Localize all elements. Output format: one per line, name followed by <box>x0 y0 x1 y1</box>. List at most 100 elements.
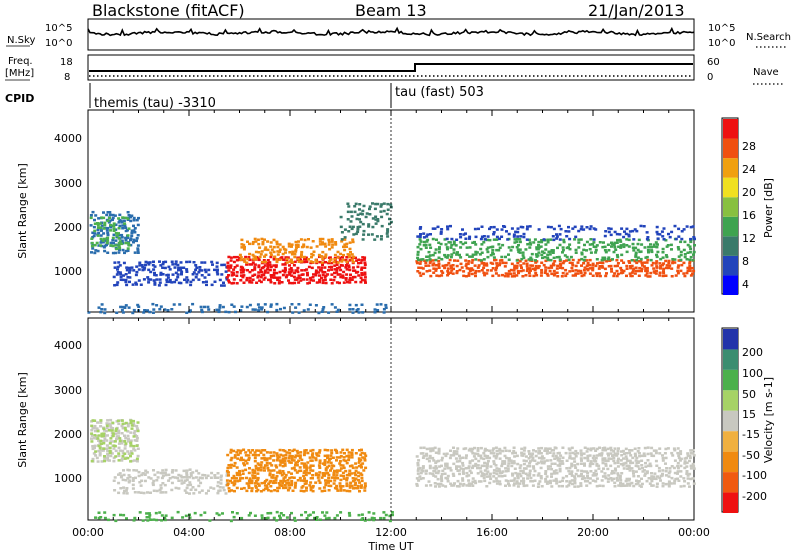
heatmap-cell <box>504 261 508 265</box>
heatmap-cell <box>507 459 511 462</box>
heatmap-cell <box>353 483 357 487</box>
heatmap-cell <box>125 268 129 272</box>
heatmap-cell <box>300 253 303 256</box>
heatmap-cell <box>456 479 460 483</box>
heatmap-cell <box>260 457 264 460</box>
heatmap-cell <box>518 472 522 476</box>
heatmap-cell <box>535 274 539 277</box>
heatmap-cell <box>665 264 669 267</box>
heatmap-cell <box>227 274 230 277</box>
heatmap-cell <box>576 474 580 478</box>
heatmap-cell <box>247 458 251 462</box>
heatmap-cell <box>612 459 616 463</box>
heatmap-cell <box>244 468 248 472</box>
heatmap-cell <box>236 449 240 452</box>
heatmap-cell <box>293 252 297 256</box>
heatmap-cell <box>577 246 581 249</box>
heatmap-cell <box>230 463 233 467</box>
heatmap-cell <box>461 242 465 246</box>
heatmap-cell <box>522 262 526 265</box>
heatmap-cell <box>462 467 465 471</box>
heatmap-cell <box>302 453 306 457</box>
heatmap-cell <box>489 477 493 481</box>
heatmap-cell <box>443 238 447 241</box>
heatmap-cell <box>280 459 284 462</box>
heatmap-cell <box>163 266 167 270</box>
heatmap-cell <box>482 258 486 261</box>
heatmap-cell <box>314 274 318 277</box>
heatmap-cell <box>528 267 532 270</box>
heatmap-cell <box>441 264 445 268</box>
heatmap-cell <box>440 472 444 476</box>
heatmap-cell <box>457 469 461 472</box>
heatmap-cell <box>579 484 583 488</box>
heatmap-cell <box>629 266 633 270</box>
heatmap-cell <box>330 240 334 243</box>
heatmap-cell <box>302 471 306 474</box>
heatmap-cell <box>476 266 480 269</box>
heatmap-cell <box>116 271 120 274</box>
heatmap-cell <box>616 238 619 242</box>
heatmap-cell <box>613 452 617 455</box>
heatmap-cell <box>306 282 310 285</box>
heatmap-cell <box>225 276 229 279</box>
heatmap-cell <box>249 511 252 515</box>
heatmap-cell <box>595 464 599 467</box>
heatmap-cell <box>601 457 605 460</box>
heatmap-cell <box>239 274 243 277</box>
heatmap-cell <box>233 266 237 269</box>
heatmap-cell <box>348 225 352 228</box>
heatmap-cell <box>452 242 456 246</box>
heatmap-cell <box>112 513 116 517</box>
heatmap-cell <box>613 245 617 249</box>
heatmap-cell <box>586 480 590 483</box>
xtick-6: 00:00 <box>678 526 710 539</box>
heatmap-cell <box>660 474 664 477</box>
heatmap-cell <box>527 450 531 453</box>
heatmap-cell <box>345 260 349 264</box>
heatmap-cell <box>625 244 629 247</box>
freq-left-tick-top: 18 <box>60 57 73 68</box>
heatmap-cell <box>112 447 116 450</box>
heatmap-cell <box>251 476 255 480</box>
heatmap-cell <box>668 467 672 470</box>
heatmap-cell <box>342 253 345 257</box>
heatmap-cell <box>455 450 459 453</box>
heatmap-cell <box>425 235 429 238</box>
heatmap-cell <box>96 234 100 237</box>
heatmap-cell <box>92 437 96 440</box>
heatmap-cell <box>275 240 279 244</box>
heatmap-cell <box>100 460 104 463</box>
heatmap-cell <box>522 452 526 455</box>
heatmap-cell <box>333 258 337 261</box>
heatmap-cell <box>580 225 584 228</box>
heatmap-cell <box>108 451 112 455</box>
heatmap-cell <box>132 444 136 448</box>
heatmap-cell <box>580 274 584 278</box>
heatmap-cell <box>486 255 490 259</box>
heatmap-cell <box>333 479 337 482</box>
heatmap-cell <box>342 477 346 480</box>
heatmap-cell <box>503 274 507 278</box>
heatmap-cell <box>325 511 329 514</box>
heatmap-cell <box>307 514 311 517</box>
heatmap-cell <box>619 479 623 482</box>
velocity-colorbar-tick-minus200: -200 <box>742 490 767 503</box>
heatmap-cell <box>500 475 504 478</box>
heatmap-cell <box>553 457 557 460</box>
heatmap-cell <box>683 466 687 470</box>
heatmap-cell <box>267 278 270 282</box>
heatmap-cell <box>263 255 266 258</box>
heatmap-cell <box>265 464 269 467</box>
heatmap-cell <box>505 456 508 460</box>
heatmap-cell <box>317 266 321 269</box>
heatmap-cell <box>586 456 590 460</box>
heatmap-cell <box>278 516 282 520</box>
heatmap-cell <box>333 275 337 279</box>
heatmap-cell <box>239 458 243 462</box>
heatmap-cell <box>545 475 549 478</box>
heatmap-cell <box>293 519 297 522</box>
heatmap-cell <box>239 279 243 282</box>
heatmap-cell <box>315 245 319 248</box>
heatmap-cell <box>532 241 536 244</box>
